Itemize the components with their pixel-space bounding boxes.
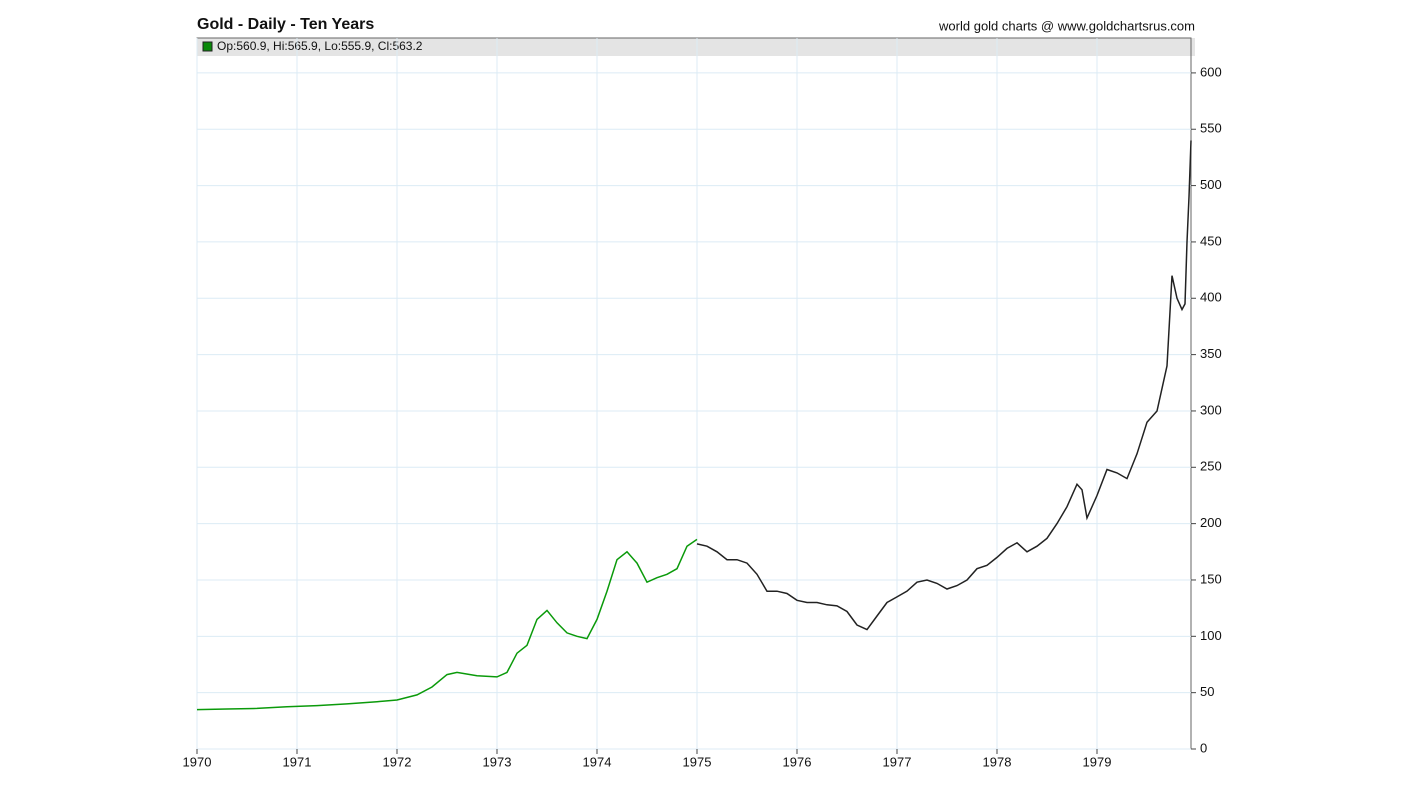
x-tick-label: 1979 xyxy=(1083,754,1112,769)
x-tick-label: 1977 xyxy=(883,754,912,769)
y-tick-label: 500 xyxy=(1200,177,1222,192)
y-tick-label: 400 xyxy=(1200,290,1222,305)
x-tick-label: 1972 xyxy=(383,754,412,769)
price-line xyxy=(196,538,698,711)
x-tick-label: 1970 xyxy=(183,754,212,769)
source: world gold charts @ www.goldchartsrus.co… xyxy=(938,18,1195,33)
legend-text: Op:560.9, Hi:565.9, Lo:555.9, Cl:563.2 xyxy=(217,39,423,53)
plot-frame xyxy=(196,37,1192,750)
x-tick-label: 1975 xyxy=(683,754,712,769)
y-tick-label: 200 xyxy=(1200,515,1222,530)
y-tick-label: 0 xyxy=(1200,740,1207,755)
chart-title: Gold - Daily - Ten Years xyxy=(197,16,374,33)
y-tick-label: 250 xyxy=(1200,459,1222,474)
y-tick-label: 550 xyxy=(1200,121,1222,136)
y-tick-label: 350 xyxy=(1200,346,1222,361)
x-tick-label: 1978 xyxy=(983,754,1012,769)
y-tick-label: 50 xyxy=(1200,684,1214,699)
legend-swatch xyxy=(202,41,213,52)
x-tick-label: 1971 xyxy=(283,754,312,769)
y-tick-label: 450 xyxy=(1200,233,1222,248)
x-tick-label: 1976 xyxy=(783,754,812,769)
x-tick-label: 1973 xyxy=(483,754,512,769)
y-tick-label: 150 xyxy=(1200,571,1222,586)
price-line xyxy=(696,140,1192,631)
y-tick-label: 600 xyxy=(1200,64,1222,79)
legend-band xyxy=(197,38,1195,56)
x-tick-label: 1974 xyxy=(583,754,612,769)
y-tick-label: 100 xyxy=(1200,628,1222,643)
y-tick-label: 300 xyxy=(1200,402,1222,417)
